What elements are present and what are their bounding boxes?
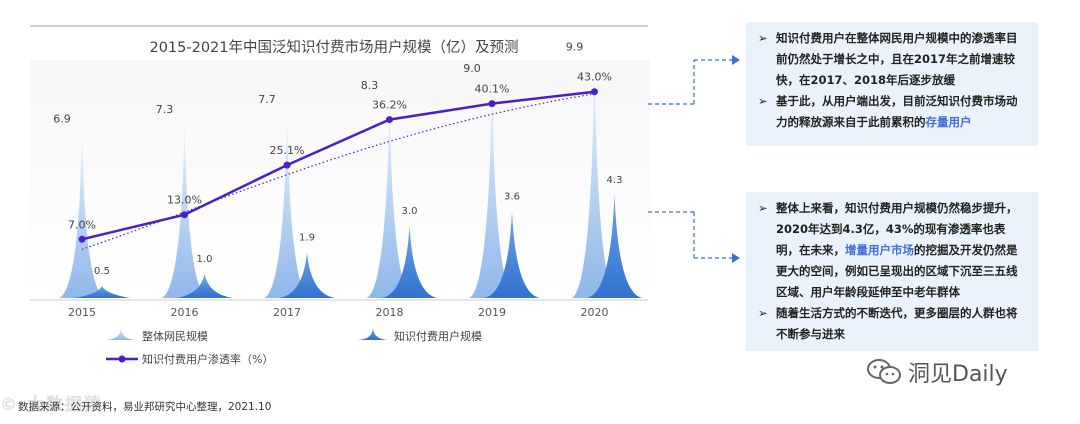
bar-paid-users	[484, 211, 540, 298]
insight-highlight: 存量用户	[925, 115, 972, 129]
bar-paid-users	[74, 286, 130, 298]
insight-item: ➢ 整体上来看，知识付费用户规模仍然稳步提升，2020年达到4.3亿，43%的现…	[758, 198, 1028, 303]
bar-paid-users	[279, 252, 335, 298]
plot-background	[30, 60, 650, 300]
data-label-penetration: 25.1%	[270, 144, 305, 157]
point-penetration	[181, 211, 188, 219]
insight-text: 随着生活方式的不断迭代，更多圈层的人群也将不断参与进来	[776, 306, 1018, 341]
bar-netizens	[469, 82, 515, 298]
bar-netizens	[161, 122, 208, 298]
data-label-penetration: 43.0%	[577, 71, 612, 84]
legend-marker-series-3	[118, 355, 126, 363]
insight-box-2: ➢ 整体上来看，知识付费用户规模仍然稳步提升，2020年达到4.3亿，43%的现…	[746, 192, 1038, 351]
x-tick-label: 2017	[273, 306, 301, 319]
data-label-paid-users: 1.0	[197, 254, 213, 265]
connector-2-arrow	[732, 253, 740, 263]
data-label-penetration: 36.2%	[372, 99, 407, 112]
data-label-penetration: 13.0%	[167, 194, 202, 207]
bullet-icon: ➢	[758, 94, 768, 108]
x-tick-label: 2016	[171, 306, 199, 319]
data-label-paid-users: 1.9	[299, 232, 315, 243]
insight-text: 基于此，从用户端出发，目前泛知识付费市场动力的释放源来自于此前累积的	[776, 94, 1018, 129]
insight-text: 整体上来看，知识付费用户规模仍然稳步提升，2020年达到4.3亿，43%的现有渗…	[776, 201, 1018, 257]
bar-netizens	[366, 98, 413, 298]
legend: 整体网民规模 知识付费用户规模 知识付费用户渗透率（%）	[104, 327, 482, 366]
insight-box-1: ➢ 知识付费用户在整体网民用户规模中的渗透率目前仍然处于增长之中，且在2017年…	[746, 22, 1038, 146]
point-penetration	[78, 235, 86, 243]
data-label-netizens: 7.3	[156, 103, 174, 116]
insight-text: 知识付费用户在整体网民用户规模中的渗透率目前仍然处于增长之中，且在2017年之前…	[776, 31, 1018, 87]
data-label-netizens: 7.7	[258, 93, 276, 106]
data-label-netizens: 6.9	[53, 112, 71, 125]
chart: 2015-2021年中国泛知识付费市场用户规模（亿）及预测 6.9 0.5 2015…	[30, 25, 740, 366]
source-note: 数据来源：公开资料，易业邦研究中心整理，2021.10	[18, 401, 272, 413]
insight-item: ➢ 知识付费用户在整体网民用户规模中的渗透率目前仍然处于增长之中，且在2017年…	[758, 28, 1028, 91]
chart-title: 2015-2021年中国泛知识付费市场用户规模（亿）及预测	[149, 39, 518, 56]
bar-netizens	[59, 132, 105, 298]
bar-netizens	[571, 60, 618, 299]
insight-text: 的挖掘及开发仍然是更大的空间，例如已呈现出的区域下沉至三五线区域、用户年龄段延伸…	[776, 243, 1018, 299]
data-label-netizens: 8.3	[361, 79, 379, 92]
data-label-netizens: 9.0	[463, 62, 481, 75]
line-penetration	[81, 90, 595, 241]
bar-paid-users	[586, 194, 643, 298]
legend-swatch-series-2	[356, 327, 390, 340]
insight-item: ➢ 基于此，从用户端出发，目前泛知识付费市场动力的释放源来自于此前累积的存量用户	[758, 91, 1028, 133]
bar-netizens	[264, 113, 310, 298]
data-label-netizens: 9.9	[566, 40, 584, 53]
legend-label-series-1: 整体网民规模	[142, 329, 208, 343]
connector-1-arrow	[732, 55, 740, 65]
wechat-icon	[867, 359, 901, 384]
data-label-paid-users: 0.5	[94, 266, 110, 277]
brand-name: 洞见Daily	[908, 362, 1008, 387]
insight-highlight: 增量用户市场	[845, 243, 914, 257]
legend-swatch-series-1	[104, 327, 138, 340]
brand: 洞见Daily	[866, 356, 1008, 388]
point-penetration	[488, 100, 496, 108]
x-tick-label: 2019	[478, 306, 506, 319]
x-tick-label: 2020	[581, 306, 609, 319]
data-label-paid-users: 3.6	[504, 192, 520, 203]
bar-paid-users	[381, 226, 438, 298]
x-tick-label: 2018	[376, 306, 404, 319]
data-label-penetration: 40.1%	[475, 83, 510, 96]
point-penetration	[386, 116, 393, 124]
data-label-penetration: 7.0%	[68, 218, 96, 231]
x-tick-label: 2015	[68, 306, 96, 319]
bullet-icon: ➢	[758, 306, 768, 320]
point-penetration	[591, 88, 598, 96]
data-label-paid-users: 3.0	[402, 206, 418, 217]
bar-paid-users	[176, 274, 233, 298]
legend-label-series-2: 知识付费用户规模	[394, 329, 482, 343]
point-penetration	[283, 161, 291, 169]
data-label-paid-users: 4.3	[607, 175, 623, 186]
trendline-penetration	[81, 93, 595, 250]
bullet-icon: ➢	[758, 31, 768, 45]
watermark: © 大数据猿	[0, 395, 103, 415]
legend-label-series-3: 知识付费用户渗透率（%）	[142, 352, 273, 366]
bullet-icon: ➢	[758, 201, 768, 215]
insight-item: ➢ 随着生活方式的不断迭代，更多圈层的人群也将不断参与进来	[758, 303, 1028, 345]
